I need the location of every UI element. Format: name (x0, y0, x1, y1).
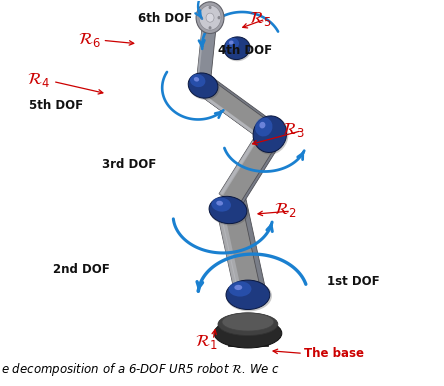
Ellipse shape (259, 122, 266, 129)
Ellipse shape (196, 2, 224, 34)
Text: $\mathcal{R}_2$: $\mathcal{R}_2$ (274, 200, 297, 219)
Polygon shape (215, 203, 239, 296)
Ellipse shape (188, 73, 220, 100)
Polygon shape (219, 127, 264, 196)
Polygon shape (215, 197, 261, 296)
Ellipse shape (253, 116, 287, 152)
Text: $\mathcal{R}_4$: $\mathcal{R}_4$ (27, 70, 50, 89)
Polygon shape (218, 197, 266, 296)
Ellipse shape (199, 16, 202, 19)
Ellipse shape (214, 318, 282, 348)
Polygon shape (220, 126, 281, 209)
Ellipse shape (211, 198, 231, 212)
Text: $\mathcal{R}_3$: $\mathcal{R}_3$ (282, 120, 305, 139)
Text: $\mathcal{R}_5$: $\mathcal{R}_5$ (249, 8, 271, 27)
Text: 2nd DOF: 2nd DOF (53, 263, 110, 276)
Ellipse shape (224, 37, 250, 59)
Ellipse shape (206, 13, 214, 22)
Ellipse shape (224, 37, 252, 61)
Ellipse shape (190, 74, 206, 87)
Ellipse shape (226, 38, 239, 49)
Ellipse shape (234, 285, 242, 290)
Polygon shape (219, 127, 279, 208)
Text: $\mathcal{R}_1$: $\mathcal{R}_1$ (195, 332, 218, 350)
Polygon shape (200, 92, 268, 144)
Text: 4th DOF: 4th DOF (218, 44, 272, 57)
Ellipse shape (222, 313, 274, 331)
Ellipse shape (209, 6, 211, 9)
Ellipse shape (226, 280, 270, 310)
Ellipse shape (218, 313, 278, 335)
Ellipse shape (209, 197, 249, 225)
Ellipse shape (199, 5, 221, 30)
Ellipse shape (188, 73, 218, 98)
Ellipse shape (229, 41, 234, 45)
Ellipse shape (209, 26, 211, 30)
Text: 5th DOF: 5th DOF (29, 99, 83, 112)
Ellipse shape (255, 117, 273, 137)
Polygon shape (198, 77, 275, 143)
Polygon shape (198, 91, 266, 143)
Ellipse shape (253, 116, 289, 154)
Polygon shape (196, 17, 205, 85)
Text: 6th DOF: 6th DOF (138, 12, 192, 24)
Ellipse shape (216, 201, 223, 206)
Ellipse shape (229, 281, 251, 296)
Polygon shape (228, 339, 268, 346)
Polygon shape (220, 126, 265, 195)
Ellipse shape (226, 281, 272, 312)
Text: e decomposition of a 6-DOF UR5 robot $\mathcal{R}$. We c: e decomposition of a 6-DOF UR5 robot $\m… (1, 361, 280, 378)
Ellipse shape (218, 16, 221, 19)
Text: The base: The base (304, 347, 364, 360)
Ellipse shape (194, 77, 199, 81)
Polygon shape (196, 17, 217, 86)
Text: 1st DOF: 1st DOF (327, 275, 380, 288)
Polygon shape (200, 76, 277, 144)
Text: 3rd DOF: 3rd DOF (102, 157, 156, 171)
Text: $\mathcal{R}_6$: $\mathcal{R}_6$ (78, 30, 101, 49)
Ellipse shape (209, 196, 247, 223)
Polygon shape (218, 203, 242, 296)
